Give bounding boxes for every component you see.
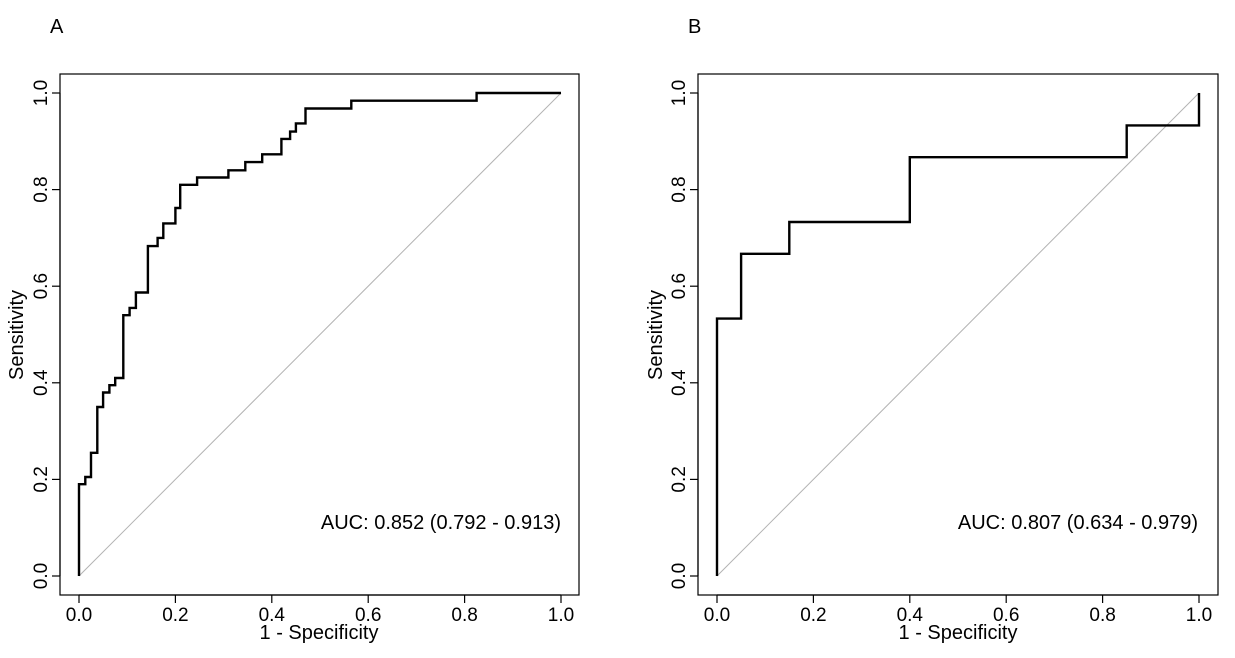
- x-tick-label-a: 0.2: [162, 605, 188, 626]
- x-tick-label-a: 0.0: [66, 605, 92, 626]
- reference-diagonal-b: [716, 92, 1200, 577]
- x-axis-title-b: 1 - Specificity: [899, 622, 1018, 644]
- x-tick-label-b: 0.0: [704, 605, 730, 626]
- x-tick-label-a: 0.8: [451, 605, 477, 626]
- y-tick-label-a: 0.4: [31, 369, 52, 396]
- y-tick-label-a: 0.8: [31, 176, 52, 202]
- panel-b: B 0.0 0.2 0.4 0.6 0.8 1.0 0.00.20.40.60.81.0 …: [645, 16, 1219, 644]
- x-tick-label-b: 0.6: [993, 605, 1019, 626]
- x-axis-a: 0.0 0.2 0.4 0.6 0.8 1.0: [66, 594, 574, 626]
- x-tick-label-a: 0.6: [355, 605, 381, 626]
- x-tick-label-b: 0.8: [1089, 605, 1115, 626]
- y-tick-label-b: 1.0: [669, 80, 690, 106]
- x-axis-title-a: 1 - Specificity: [260, 622, 379, 644]
- auc-annotation-b: AUC: 0.807 (0.634 - 0.979): [958, 512, 1198, 534]
- roc-curve-a: [77, 91, 561, 576]
- panel-label-b: B: [688, 16, 701, 38]
- roc-curve-b: [715, 93, 1201, 576]
- reference-diagonal-a: [78, 92, 562, 577]
- y-tick-label-a: 1.0: [31, 80, 52, 106]
- y-axis-title-a: Sensitivity: [6, 290, 28, 380]
- panel-a: A 0.0 0.2 0.4 0.6 0.8 1.0 0.00.20.40.60.81.0 …: [6, 16, 580, 644]
- y-axis-a: 0.0 0.2 0.4 0.6 0.8 1.0: [31, 80, 61, 589]
- x-tick-label-b: 0.2: [800, 605, 826, 626]
- y-tick-label-b: 0.6: [669, 273, 690, 299]
- y-tick-label-b: 0.2: [669, 466, 690, 492]
- panel-label-a: A: [50, 16, 64, 38]
- y-tick-label-b: 0.0: [669, 563, 690, 589]
- x-tick-label-b: 1.0: [1186, 605, 1212, 626]
- y-axis-title-b: Sensitivity: [645, 290, 667, 380]
- y-tick-label-b: 0.8: [669, 176, 690, 202]
- y-axis-b: 0.0 0.2 0.4 0.6 0.8 1.0: [669, 80, 699, 589]
- x-tick-label-a: 1.0: [548, 605, 574, 626]
- y-tick-label-b: 0.4: [669, 369, 690, 396]
- x-tick-label-a: 0.4: [259, 605, 286, 626]
- x-axis-b: 0.0 0.2 0.4 0.6 0.8 1.0: [704, 594, 1212, 626]
- auc-annotation-a: AUC: 0.852 (0.792 - 0.913): [321, 512, 561, 534]
- y-tick-label-a: 0.0: [31, 563, 52, 589]
- x-tick-label-b: 0.4: [897, 605, 924, 626]
- y-tick-label-a: 0.6: [31, 273, 52, 299]
- y-tick-label-a: 0.2: [31, 466, 52, 492]
